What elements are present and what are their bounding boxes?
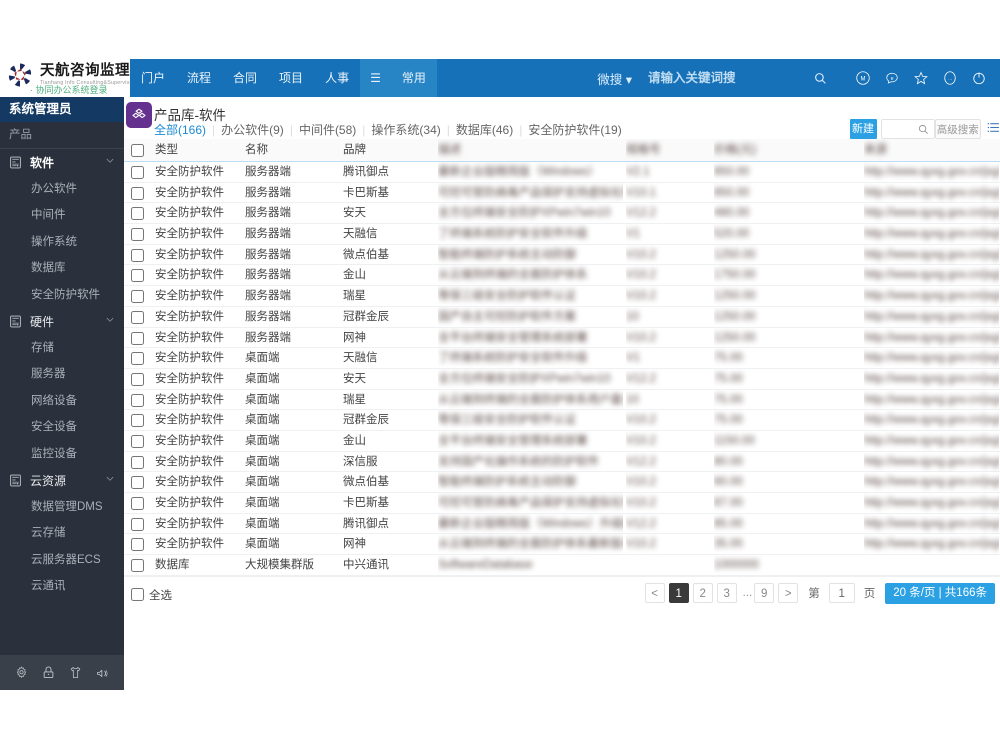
- svg-text:…: …: [948, 76, 952, 81]
- svg-text:M: M: [861, 76, 866, 82]
- svg-text:e: e: [891, 76, 894, 82]
